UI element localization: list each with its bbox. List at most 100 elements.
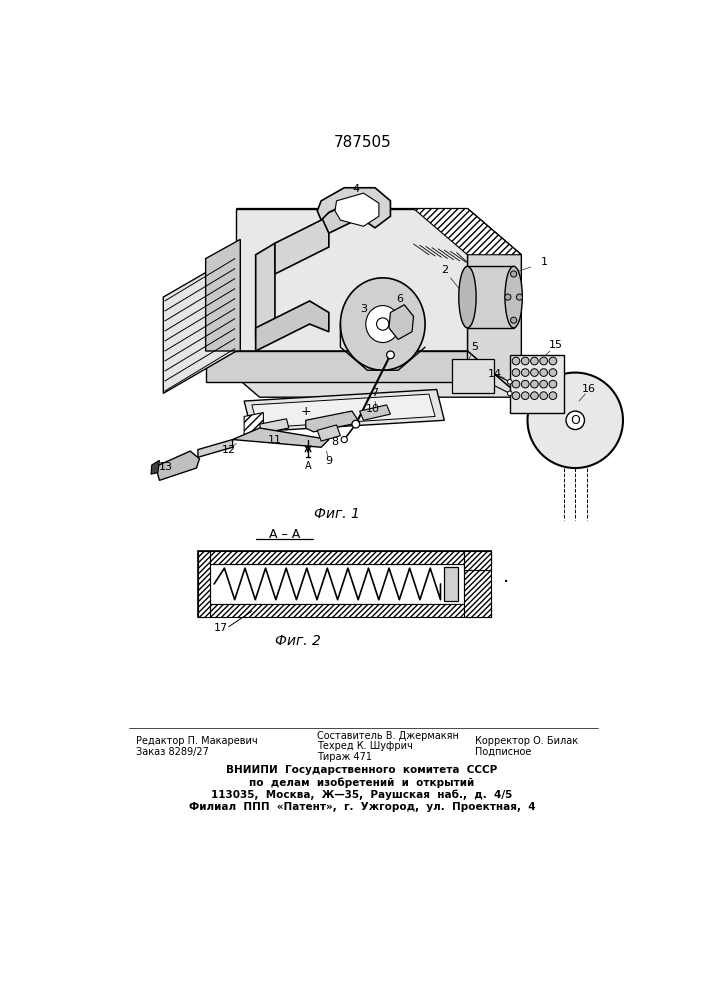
Polygon shape — [305, 411, 360, 432]
Text: Фиг. 2: Фиг. 2 — [275, 634, 321, 648]
Text: Тираж 471: Тираж 471 — [317, 752, 373, 762]
Text: 2: 2 — [440, 265, 448, 275]
Text: 15: 15 — [549, 340, 563, 350]
Bar — [464, 551, 491, 617]
Text: Корректор О. Билак: Корректор О. Билак — [475, 736, 578, 746]
Circle shape — [540, 357, 547, 365]
Polygon shape — [256, 243, 275, 339]
Text: Редактор П. Макаревич: Редактор П. Макаревич — [136, 736, 258, 746]
Text: Техред К. Шуфрич: Техред К. Шуфрич — [317, 741, 413, 751]
Polygon shape — [452, 359, 494, 393]
Circle shape — [549, 392, 557, 400]
Ellipse shape — [505, 266, 522, 328]
Circle shape — [540, 392, 547, 400]
Polygon shape — [206, 351, 467, 382]
Circle shape — [530, 392, 538, 400]
Text: Филиал  ППП  «Патент»,  г.  Ужгород,  ул.  Проектная,  4: Филиал ППП «Патент», г. Ужгород, ул. Про… — [189, 802, 535, 812]
Polygon shape — [389, 305, 414, 339]
Text: Подписное: Подписное — [475, 747, 532, 757]
Bar — [198, 551, 491, 617]
Text: 1: 1 — [541, 257, 548, 267]
Circle shape — [549, 369, 557, 376]
Circle shape — [505, 294, 511, 300]
Polygon shape — [321, 203, 356, 233]
Polygon shape — [156, 451, 199, 480]
Text: ·: · — [503, 572, 509, 591]
Polygon shape — [236, 209, 521, 255]
Polygon shape — [317, 425, 340, 441]
Ellipse shape — [340, 278, 425, 370]
Text: ВНИИПИ  Государственного  комитета  СССР: ВНИИПИ Государственного комитета СССР — [226, 765, 498, 775]
Text: 7: 7 — [371, 388, 379, 398]
Circle shape — [530, 357, 538, 365]
Circle shape — [508, 391, 512, 396]
Polygon shape — [317, 188, 390, 228]
Polygon shape — [444, 567, 458, 601]
Polygon shape — [414, 209, 521, 255]
Polygon shape — [151, 460, 160, 474]
Bar — [198, 551, 210, 617]
Text: Составитель В. Джермакян: Составитель В. Джермакян — [317, 731, 459, 741]
Bar — [464, 551, 491, 570]
Text: 4: 4 — [352, 184, 359, 194]
Text: 10: 10 — [366, 404, 380, 414]
Circle shape — [521, 380, 529, 388]
Circle shape — [516, 294, 522, 300]
Circle shape — [530, 369, 538, 376]
Text: 787505: 787505 — [334, 135, 392, 150]
Text: 13: 13 — [158, 462, 173, 472]
Text: 11: 11 — [268, 435, 282, 445]
Circle shape — [521, 369, 529, 376]
Text: 17: 17 — [214, 623, 228, 633]
Polygon shape — [244, 413, 264, 436]
Circle shape — [549, 380, 557, 388]
Polygon shape — [335, 193, 379, 226]
Polygon shape — [510, 355, 563, 413]
Polygon shape — [256, 301, 329, 351]
Polygon shape — [236, 209, 467, 351]
Text: 5: 5 — [472, 342, 479, 352]
Circle shape — [540, 369, 547, 376]
Polygon shape — [275, 216, 329, 274]
Bar — [210, 564, 464, 604]
Text: 14: 14 — [487, 369, 501, 379]
Text: 9: 9 — [325, 456, 332, 466]
Text: 6: 6 — [396, 294, 403, 304]
Circle shape — [521, 392, 529, 400]
Polygon shape — [259, 419, 288, 433]
Polygon shape — [467, 209, 521, 397]
Bar — [198, 604, 491, 617]
Polygon shape — [206, 351, 521, 397]
Circle shape — [510, 317, 517, 323]
Circle shape — [387, 351, 395, 359]
Text: 113035,  Москва,  Ж—35,  Раушская  наб.,  д.  4/5: 113035, Москва, Ж—35, Раушская наб., д. … — [211, 790, 513, 800]
Ellipse shape — [366, 306, 399, 343]
Text: А – А: А – А — [269, 528, 300, 541]
Text: 3: 3 — [360, 304, 367, 314]
Ellipse shape — [459, 266, 476, 328]
Text: Заказ 8289/27: Заказ 8289/27 — [136, 747, 209, 757]
Circle shape — [566, 411, 585, 430]
Text: О: О — [571, 414, 580, 427]
Circle shape — [521, 357, 529, 365]
Polygon shape — [233, 428, 329, 447]
Text: +: + — [300, 405, 311, 418]
Polygon shape — [360, 405, 390, 420]
Circle shape — [508, 379, 512, 384]
Text: 12: 12 — [222, 445, 236, 455]
Text: Фиг. 1: Фиг. 1 — [314, 507, 359, 521]
Bar — [198, 551, 491, 564]
Polygon shape — [467, 266, 514, 328]
Polygon shape — [163, 255, 236, 393]
Text: по  делам  изобретений  и  открытий: по делам изобретений и открытий — [250, 778, 474, 788]
Circle shape — [352, 420, 360, 428]
Circle shape — [510, 271, 517, 277]
Text: 16: 16 — [582, 384, 596, 394]
Circle shape — [549, 357, 557, 365]
Polygon shape — [244, 389, 444, 432]
Circle shape — [540, 380, 547, 388]
Circle shape — [530, 380, 538, 388]
Circle shape — [512, 369, 520, 376]
Circle shape — [377, 318, 389, 330]
Polygon shape — [252, 394, 435, 428]
